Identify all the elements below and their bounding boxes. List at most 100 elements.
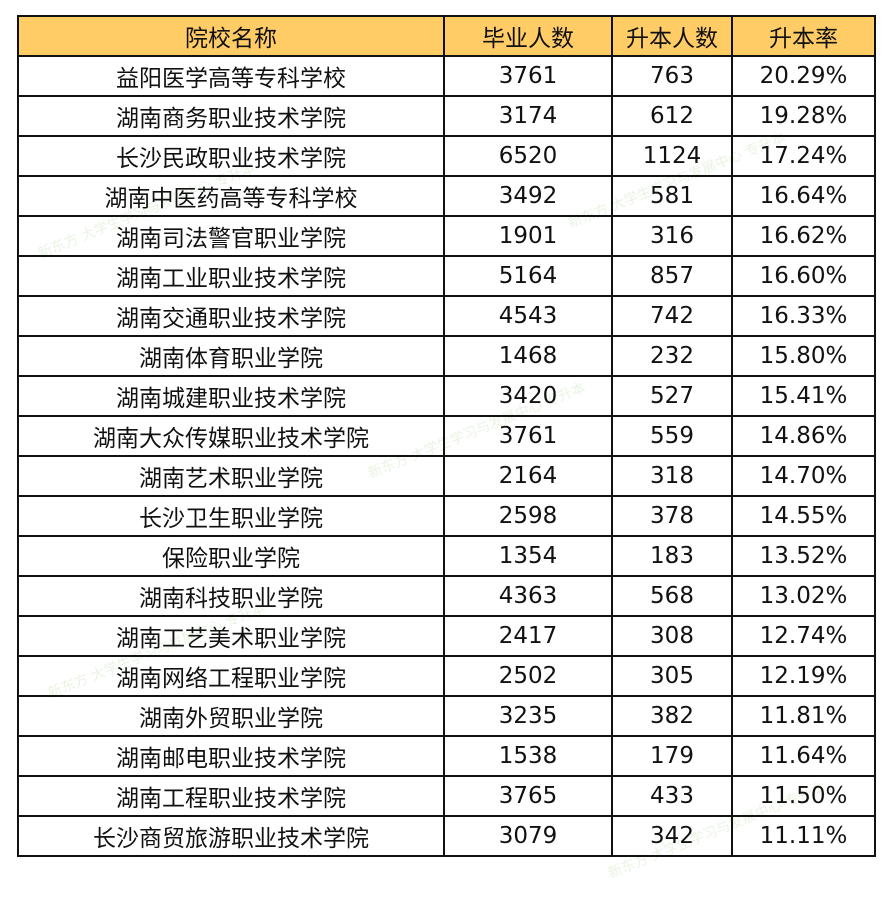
cell-rate: 15.41% bbox=[731, 375, 876, 417]
cell-upgraded: 581 bbox=[611, 175, 733, 217]
cell-graduates: 2502 bbox=[443, 655, 613, 697]
table-row: 湖南外贸职业学院 3235 382 11.81% bbox=[17, 695, 876, 737]
table-row: 湖南艺术职业学院 2164 318 14.70% bbox=[17, 455, 876, 497]
cell-upgraded: 318 bbox=[611, 455, 733, 497]
table-row: 湖南城建职业技术学院 3420 527 15.41% bbox=[17, 375, 876, 417]
cell-graduates: 1354 bbox=[443, 535, 613, 577]
table-row: 长沙卫生职业学院 2598 378 14.55% bbox=[17, 495, 876, 537]
cell-upgraded: 183 bbox=[611, 535, 733, 577]
cell-school: 湖南交通职业技术学院 bbox=[17, 295, 445, 337]
cell-upgraded: 742 bbox=[611, 295, 733, 337]
table-row: 湖南司法警官职业学院 1901 316 16.62% bbox=[17, 215, 876, 257]
cell-school: 长沙民政职业技术学院 bbox=[17, 135, 445, 177]
cell-rate: 19.28% bbox=[731, 95, 876, 137]
cell-rate: 11.50% bbox=[731, 775, 876, 817]
cell-school: 保险职业学院 bbox=[17, 535, 445, 577]
cell-rate: 11.64% bbox=[731, 735, 876, 777]
cell-graduates: 3235 bbox=[443, 695, 613, 737]
cell-rate: 11.11% bbox=[731, 815, 876, 857]
cell-graduates: 3761 bbox=[443, 55, 613, 97]
cell-upgraded: 316 bbox=[611, 215, 733, 257]
header-cell-graduates: 毕业人数 bbox=[443, 15, 613, 57]
cell-graduates: 5164 bbox=[443, 255, 613, 297]
cell-rate: 16.33% bbox=[731, 295, 876, 337]
cell-school: 湖南网络工程职业学院 bbox=[17, 655, 445, 697]
table-body: 益阳医学高等专科学校 3761 763 20.29% 湖南商务职业技术学院 3174 612… bbox=[17, 55, 876, 857]
table-row: 湖南工业职业技术学院 5164 857 16.60% bbox=[17, 255, 876, 297]
cell-rate: 13.52% bbox=[731, 535, 876, 577]
cell-graduates: 3492 bbox=[443, 175, 613, 217]
header-cell-upgraded: 升本人数 bbox=[611, 15, 733, 57]
cell-graduates: 2164 bbox=[443, 455, 613, 497]
cell-school: 湖南商务职业技术学院 bbox=[17, 95, 445, 137]
cell-upgraded: 308 bbox=[611, 615, 733, 657]
cell-rate: 16.62% bbox=[731, 215, 876, 257]
cell-graduates: 3174 bbox=[443, 95, 613, 137]
cell-rate: 15.80% bbox=[731, 335, 876, 377]
cell-upgraded: 612 bbox=[611, 95, 733, 137]
cell-rate: 14.70% bbox=[731, 455, 876, 497]
cell-upgraded: 857 bbox=[611, 255, 733, 297]
cell-school: 湖南城建职业技术学院 bbox=[17, 375, 445, 417]
cell-school: 长沙商贸旅游职业技术学院 bbox=[17, 815, 445, 857]
cell-graduates: 1468 bbox=[443, 335, 613, 377]
cell-school: 湖南司法警官职业学院 bbox=[17, 215, 445, 257]
header-cell-rate: 升本率 bbox=[731, 15, 876, 57]
table-row: 湖南商务职业技术学院 3174 612 19.28% bbox=[17, 95, 876, 137]
table-row: 湖南工艺美术职业学院 2417 308 12.74% bbox=[17, 615, 876, 657]
cell-upgraded: 378 bbox=[611, 495, 733, 537]
cell-school: 益阳医学高等专科学校 bbox=[17, 55, 445, 97]
cell-graduates: 3761 bbox=[443, 415, 613, 457]
cell-graduates: 4363 bbox=[443, 575, 613, 617]
cell-upgraded: 342 bbox=[611, 815, 733, 857]
cell-graduates: 3765 bbox=[443, 775, 613, 817]
table-row: 湖南工程职业技术学院 3765 433 11.50% bbox=[17, 775, 876, 817]
cell-school: 湖南中医药高等专科学校 bbox=[17, 175, 445, 217]
cell-rate: 14.86% bbox=[731, 415, 876, 457]
cell-upgraded: 568 bbox=[611, 575, 733, 617]
cell-upgraded: 179 bbox=[611, 735, 733, 777]
cell-upgraded: 232 bbox=[611, 335, 733, 377]
table-row: 保险职业学院 1354 183 13.52% bbox=[17, 535, 876, 577]
cell-graduates: 6520 bbox=[443, 135, 613, 177]
table-row: 湖南网络工程职业学院 2502 305 12.19% bbox=[17, 655, 876, 697]
cell-rate: 13.02% bbox=[731, 575, 876, 617]
cell-graduates: 1901 bbox=[443, 215, 613, 257]
table-row: 湖南科技职业学院 4363 568 13.02% bbox=[17, 575, 876, 617]
cell-school: 湖南体育职业学院 bbox=[17, 335, 445, 377]
cell-upgraded: 305 bbox=[611, 655, 733, 697]
cell-rate: 12.74% bbox=[731, 615, 876, 657]
header-cell-school: 院校名称 bbox=[17, 15, 445, 57]
table-row: 湖南体育职业学院 1468 232 15.80% bbox=[17, 335, 876, 377]
cell-upgraded: 763 bbox=[611, 55, 733, 97]
cell-rate: 16.60% bbox=[731, 255, 876, 297]
cell-upgraded: 559 bbox=[611, 415, 733, 457]
cell-rate: 14.55% bbox=[731, 495, 876, 537]
table-row: 益阳医学高等专科学校 3761 763 20.29% bbox=[17, 55, 876, 97]
cell-school: 长沙卫生职业学院 bbox=[17, 495, 445, 537]
table-row: 长沙民政职业技术学院 6520 1124 17.24% bbox=[17, 135, 876, 177]
cell-school: 湖南科技职业学院 bbox=[17, 575, 445, 617]
cell-graduates: 2417 bbox=[443, 615, 613, 657]
cell-school: 湖南艺术职业学院 bbox=[17, 455, 445, 497]
cell-school: 湖南大众传媒职业技术学院 bbox=[17, 415, 445, 457]
cell-upgraded: 382 bbox=[611, 695, 733, 737]
cell-graduates: 2598 bbox=[443, 495, 613, 537]
table-row: 长沙商贸旅游职业技术学院 3079 342 11.11% bbox=[17, 815, 876, 857]
table-row: 湖南交通职业技术学院 4543 742 16.33% bbox=[17, 295, 876, 337]
cell-upgraded: 1124 bbox=[611, 135, 733, 177]
cell-graduates: 4543 bbox=[443, 295, 613, 337]
table-row: 湖南大众传媒职业技术学院 3761 559 14.86% bbox=[17, 415, 876, 457]
cell-school: 湖南工艺美术职业学院 bbox=[17, 615, 445, 657]
cell-school: 湖南工程职业技术学院 bbox=[17, 775, 445, 817]
cell-school: 湖南工业职业技术学院 bbox=[17, 255, 445, 297]
cell-rate: 16.64% bbox=[731, 175, 876, 217]
cell-rate: 12.19% bbox=[731, 655, 876, 697]
cell-upgraded: 527 bbox=[611, 375, 733, 417]
cell-rate: 11.81% bbox=[731, 695, 876, 737]
cell-graduates: 3079 bbox=[443, 815, 613, 857]
table-row: 湖南邮电职业技术学院 1538 179 11.64% bbox=[17, 735, 876, 777]
cell-graduates: 3420 bbox=[443, 375, 613, 417]
cell-school: 湖南外贸职业学院 bbox=[17, 695, 445, 737]
cell-rate: 20.29% bbox=[731, 55, 876, 97]
